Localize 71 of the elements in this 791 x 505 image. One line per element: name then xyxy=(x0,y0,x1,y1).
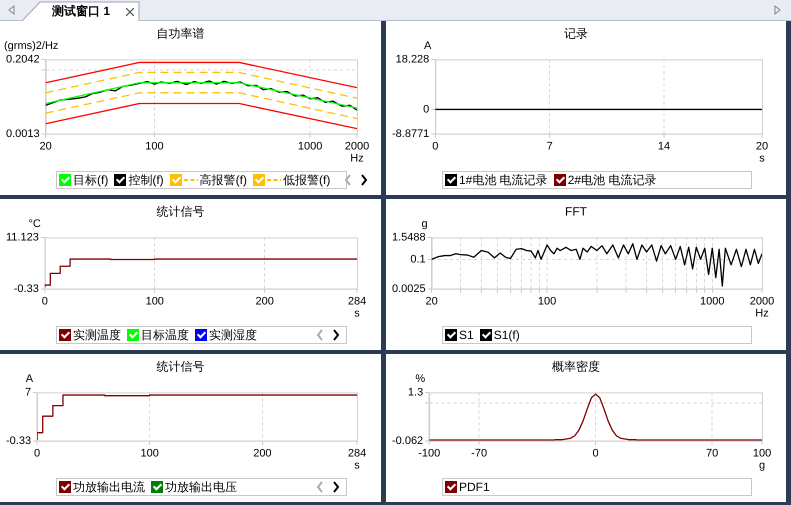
y-tick-label: 0.1 xyxy=(410,253,426,266)
y-axis-title: °C xyxy=(28,218,41,230)
y-tick-label: 0.2042 xyxy=(6,53,40,66)
legend-label: 2#电池 电流记录 xyxy=(566,172,656,188)
legend-label: S1(f) xyxy=(492,328,520,342)
x-tick-label: 100 xyxy=(538,295,556,308)
x-tick-label: 284 xyxy=(348,447,366,460)
chart-title: 自功率谱 xyxy=(156,26,204,41)
y-tick-label: -0.33 xyxy=(14,282,39,295)
legend-label: 控制(f) xyxy=(127,172,164,188)
x-tick-label: 100 xyxy=(145,140,164,152)
y-tick-label: 1.5488 xyxy=(392,231,426,244)
legend-label: 实测温度 xyxy=(72,326,121,344)
x-tick-label: 20 xyxy=(426,295,438,308)
x-tick-label: 0 xyxy=(432,140,438,152)
y-axis-title: % xyxy=(415,372,426,385)
y-axis-title: g xyxy=(422,218,428,230)
y-axis-title: A xyxy=(424,40,432,52)
chart-title: 记录 xyxy=(564,26,588,41)
x-axis-title: g xyxy=(758,459,766,472)
y-tick-label: 7 xyxy=(24,386,32,398)
x-axis-title: s xyxy=(354,459,360,472)
y-tick-label: -0.33 xyxy=(6,434,32,447)
legend-label: 低报警(f) xyxy=(282,172,330,188)
chart-title: 统计信号 xyxy=(156,360,204,374)
x-tick-label: 7 xyxy=(546,140,553,152)
y-tick-label: 11.123 xyxy=(6,231,39,244)
chart-title: FFT xyxy=(565,204,588,219)
x-tick-label: 284 xyxy=(348,295,366,308)
x-axis-title: Hz xyxy=(350,152,364,164)
y-tick-label: 0.0025 xyxy=(392,282,426,295)
x-tick-label: 1000 xyxy=(700,295,725,308)
x-tick-label: 70 xyxy=(706,447,718,460)
chart-title: 统计信号 xyxy=(156,204,204,219)
legend-label: 高报警(f) xyxy=(198,172,247,188)
legend-label: 功放输出电压 xyxy=(164,478,237,496)
y-tick-label: 1.3 xyxy=(408,386,424,398)
y-axis-title: A xyxy=(26,372,34,385)
legend-label: PDF1 xyxy=(458,480,490,494)
x-tick-label: 100 xyxy=(140,447,159,460)
y-axis-title: (grms)2/Hz xyxy=(4,40,58,52)
x-tick-label: 0 xyxy=(42,295,48,308)
x-tick-label: 100 xyxy=(146,295,164,308)
x-axis-title: s xyxy=(759,152,766,164)
x-axis-title: Hz xyxy=(755,307,769,320)
x-tick-label: -100 xyxy=(418,447,440,460)
y-tick-label: -0.062 xyxy=(392,434,424,447)
x-tick-label: 0 xyxy=(592,447,599,460)
x-tick-label: 200 xyxy=(253,447,272,460)
legend-label: 实测湿度 xyxy=(208,326,257,344)
x-tick-label: 14 xyxy=(658,140,670,152)
legend-label: 功放输出电流 xyxy=(72,478,145,496)
legend-label: 目标温度 xyxy=(140,326,189,344)
x-axis-title: s xyxy=(354,307,360,320)
chart-title: 概率密度 xyxy=(552,360,600,374)
y-tick-label: 0 xyxy=(423,103,430,116)
x-tick-label: 2000 xyxy=(344,140,370,152)
x-tick-label: 100 xyxy=(752,447,772,460)
legend-label: 目标(f) xyxy=(72,172,108,188)
x-tick-label: -70 xyxy=(471,447,488,460)
x-tick-label: 2000 xyxy=(750,295,774,308)
y-tick-label: -8.8771 xyxy=(392,128,430,140)
legend-label: 1#电池 电流记录 xyxy=(458,172,548,188)
text: 测试窗口 1 xyxy=(52,3,110,20)
legend-label: S1 xyxy=(458,328,474,342)
x-tick-label: 1000 xyxy=(298,140,322,152)
x-tick-label: 20 xyxy=(40,140,52,152)
x-tick-label: 20 xyxy=(756,140,768,152)
y-tick-label: 18.228 xyxy=(396,53,430,66)
x-tick-label: 200 xyxy=(255,295,274,308)
y-tick-label: 0.0013 xyxy=(6,128,40,140)
